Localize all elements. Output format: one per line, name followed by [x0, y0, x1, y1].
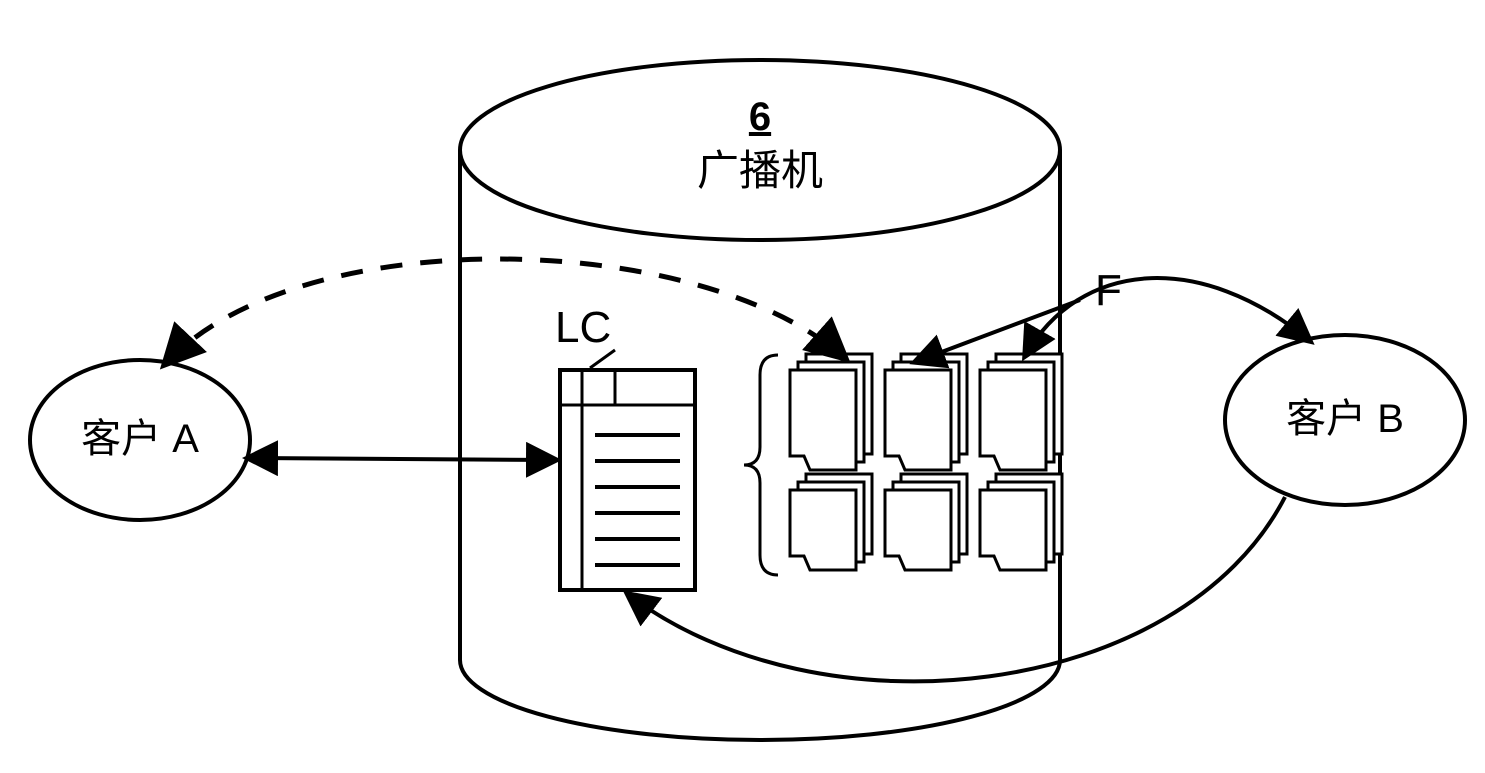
client-a-label: 客户 A: [81, 417, 199, 461]
lc-document: [560, 370, 695, 590]
client-b-label: 客户 B: [1286, 397, 1404, 441]
files-group: [790, 354, 1062, 570]
lc-leader-line: [590, 350, 615, 368]
lc-label: LC: [555, 303, 611, 352]
dashed-arc: [165, 259, 845, 364]
cylinder-number: 6: [749, 95, 771, 139]
arrow-a-lc: [248, 458, 556, 460]
files-brace: [744, 355, 778, 575]
arrow-b-files: [1025, 278, 1310, 356]
cylinder-title: 广播机: [697, 147, 823, 194]
